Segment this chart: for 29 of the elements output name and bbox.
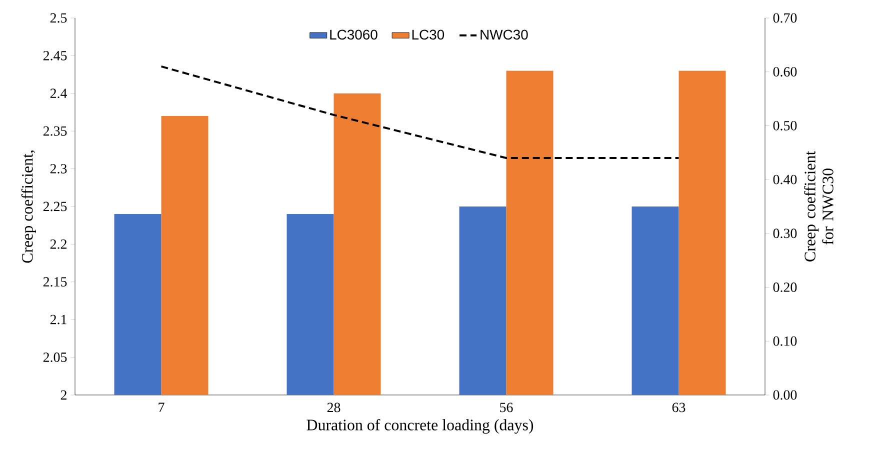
y2-tick-label: 0.20 — [773, 282, 797, 292]
legend-label: NWC30 — [480, 30, 528, 40]
y2-tick-label: 0.50 — [773, 120, 797, 130]
y-tick-label: 2.1 — [50, 314, 66, 324]
y-tick-label: 2.15 — [43, 277, 67, 287]
y2-tick-label: 0.10 — [773, 336, 797, 346]
x-tick-label: 7 — [158, 402, 164, 412]
y-tick-label: 2.05 — [43, 352, 67, 362]
y2-tick-label: 0.30 — [773, 228, 797, 238]
y2-tick-label: 0.70 — [773, 13, 797, 23]
y2-tick-label: 0.60 — [773, 67, 797, 77]
y2-axis-title: Creep coefficient for NWC30 — [804, 150, 834, 262]
y-tick-label: 2.4 — [50, 88, 68, 98]
x-tick-label: 63 — [672, 402, 686, 412]
x-axis-title: Duration of concrete loading (days) — [306, 419, 534, 434]
y-tick-label: 2.2 — [50, 239, 66, 249]
y-axis-title: Creep coefficient, — [21, 150, 36, 263]
y2-tick-label: 0.40 — [773, 174, 797, 184]
y-tick-label: 2 — [60, 390, 66, 400]
x-tick-label: 56 — [500, 402, 513, 412]
x-tick-label: 28 — [327, 402, 340, 412]
y2-tick-label: 0.00 — [773, 390, 797, 400]
y-tick-label: 2.3 — [50, 164, 67, 174]
y-tick-label: 2.25 — [43, 202, 67, 212]
legend-label: LC30 — [412, 30, 444, 40]
y-tick-label: 2.5 — [50, 13, 67, 23]
y-tick-label: 2.35 — [43, 126, 67, 136]
y-tick-label: 2.45 — [43, 50, 67, 60]
legend-label: LC3060 — [330, 30, 378, 40]
